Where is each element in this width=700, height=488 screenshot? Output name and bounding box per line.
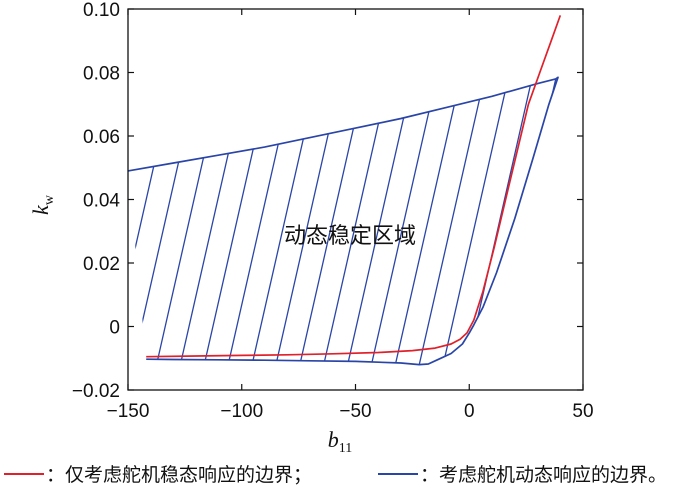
y-tick-label: 0.04 [83,191,120,212]
y-axis-label: kw [28,194,57,215]
hatch-line [341,77,429,365]
series-static-boundary [146,15,562,358]
y-tick-label: −0.02 [72,381,120,402]
series-group [127,15,562,366]
series-dynamic-boundary [127,76,559,366]
hatch-line [365,77,453,365]
x-tick-label: −50 [339,401,371,422]
hatch-line [388,77,477,365]
y-tick-label: 0 [109,318,120,339]
region-label: 动态稳定区域 [284,224,416,249]
hatch-line [197,77,286,365]
y-tick-label: 0.06 [83,127,120,148]
hatch-line [221,77,310,365]
hatch-line [128,77,214,365]
x-axis-label: b11 [328,427,352,456]
x-tick-label: −100 [220,401,263,422]
legend: ：仅考虑舵机稳态响应的边界； ：考虑舵机动态响应的边界。 [4,464,667,486]
hatch-line [460,77,549,365]
hatch-line [128,77,191,365]
legend-label-static: ：仅考虑舵机稳态响应的边界； [46,464,312,486]
hatch-line [245,77,334,365]
hatch-line [436,77,525,365]
legend-label-dynamic: ：考虑舵机动态响应的边界。 [420,464,667,486]
hatch-line [293,77,382,365]
hatch-line [173,77,262,365]
hatch-line [150,77,238,365]
hatch-line [269,77,358,365]
y-tick-label: 0.08 [83,64,120,85]
y-tick-label: 0.10 [83,0,120,21]
hatch-line [581,9,668,390]
y-tick-label: 0.02 [83,254,120,275]
x-tick-label: −150 [107,401,150,422]
x-tick-label: 50 [572,401,593,422]
hatch-line [556,77,558,365]
hatch-line [532,77,558,365]
hatch-line [484,77,558,365]
x-tick-label: 0 [464,401,475,422]
axis-ticks: −150 −100 −50 0 50 −0.02 0 0.02 0.04 0.06 0.08 0.10 [72,0,594,422]
hatch-line [412,77,501,365]
hatch-line [317,77,406,365]
